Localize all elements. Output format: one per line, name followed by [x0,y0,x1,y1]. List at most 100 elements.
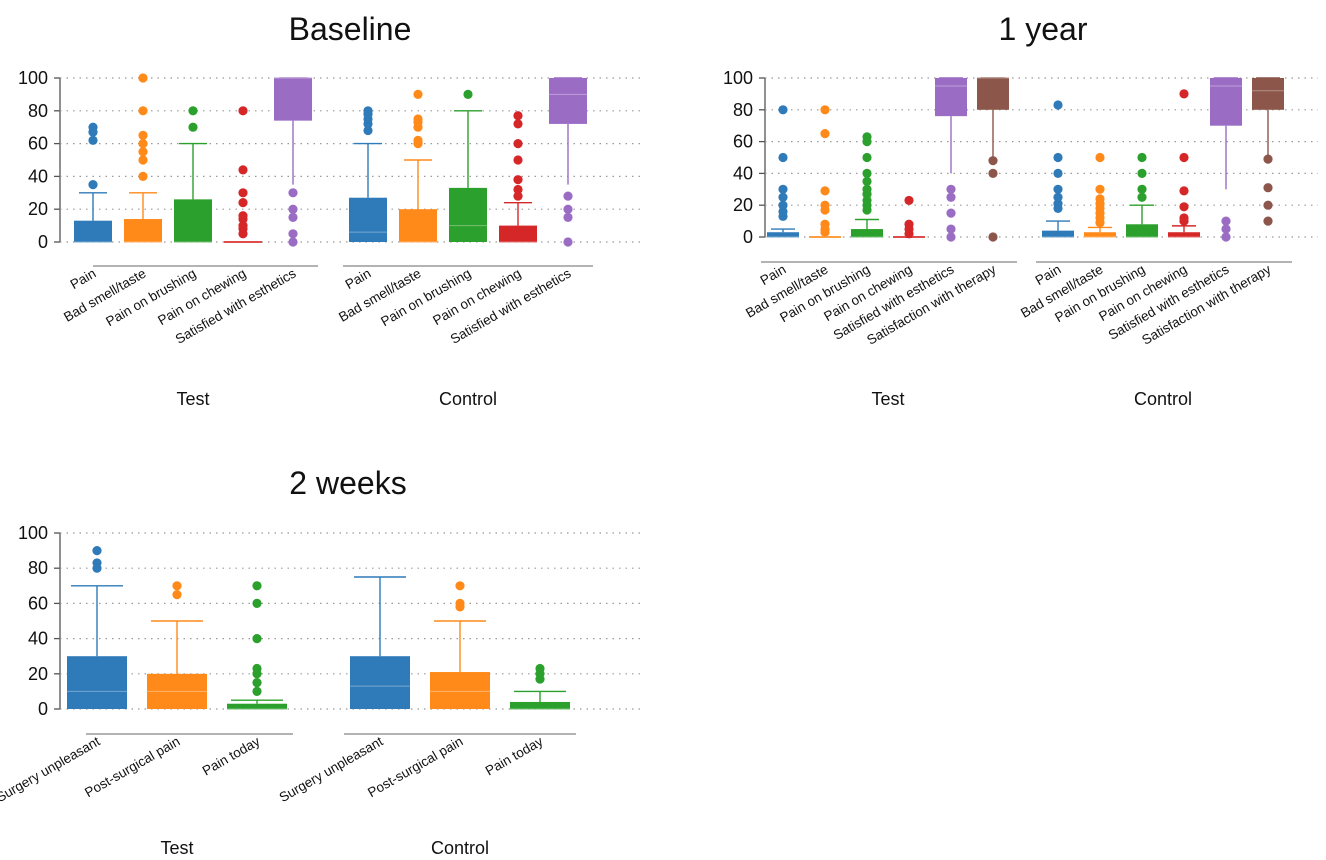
outlier-point [778,184,788,194]
outlier-point [820,105,830,115]
box [977,78,1009,110]
outlier-point [778,206,788,217]
y-tick-label: 0 [38,232,48,252]
outlier-point [1053,152,1063,163]
y-tick-label: 80 [28,101,48,121]
y-tick-label: 100 [18,523,48,543]
outlier-point [288,229,298,239]
outlier-point [778,192,788,202]
box [1126,224,1158,237]
outlier-point [946,208,956,218]
outlier-point [820,200,830,210]
outlier-point [455,598,465,609]
box [1168,232,1200,237]
outlier-point [513,155,523,165]
outlier-point [188,106,198,116]
y-tick-label: 100 [723,68,753,88]
outlier-point [172,581,182,591]
box [549,78,587,124]
outlier-point [535,663,545,674]
group-label: Test [871,389,904,409]
outlier-point [988,156,998,166]
outlier-point [288,204,298,214]
outlier-point [252,581,262,591]
outlier-point [363,125,373,136]
outlier-point [413,135,423,145]
outlier-point [88,135,98,145]
box [1042,230,1074,237]
outlier-point [1095,184,1105,194]
outlier-point [862,168,872,178]
outlier-point [238,221,248,231]
outlier-point [1179,152,1189,163]
outlier-point [1221,224,1231,234]
outlier-point [1137,168,1147,178]
outlier-point [363,106,373,116]
outlier-point [138,130,148,140]
outlier-point [172,590,182,600]
outlier-point [513,119,523,129]
group-label: Test [160,838,193,858]
outlier-point [413,114,423,124]
outlier-point [862,176,872,186]
outlier-point [238,211,248,221]
box [274,78,312,121]
outlier-point [138,171,148,181]
category-label: Pain today [200,733,263,778]
box [399,209,437,242]
outlier-point [1179,89,1189,99]
y-tick-label: 60 [28,134,48,154]
y-tick-label: 40 [733,163,753,183]
y-tick-label: 80 [28,558,48,578]
outlier-point [413,89,423,99]
group-label: Control [431,838,489,858]
outlier-point [88,122,98,132]
outlier-point [513,191,523,201]
box [1252,78,1284,110]
outlier-point [1053,199,1063,209]
category-label: Pain [343,266,374,293]
box [349,197,387,242]
outlier-point [862,132,872,142]
y-tick-label: 20 [28,199,48,219]
outlier-point [252,678,262,688]
outlier-point [563,191,573,201]
outlier-point [188,122,198,132]
box [174,199,212,242]
chart-title: Baseline [289,11,412,47]
outlier-point [288,188,298,198]
outlier-point [1179,186,1189,196]
outlier-point [862,184,872,194]
y-tick-label: 0 [743,227,753,247]
outlier-point [988,232,998,242]
group-label: Test [176,389,209,409]
outlier-point [1263,154,1273,164]
box [499,225,537,242]
outlier-point [1137,192,1147,202]
outlier-point [1053,100,1063,110]
outlier-point [563,212,573,222]
outlier-point [862,152,872,163]
outlier-point [946,192,956,202]
box [1084,232,1116,237]
outlier-point [238,188,248,198]
outlier-point [988,168,998,178]
box [510,701,570,709]
outlier-point [513,139,523,149]
outlier-point [288,237,298,247]
outlier-point [1221,216,1231,226]
y-tick-label: 80 [733,100,753,120]
box [449,187,487,242]
outlier-point [1137,184,1147,194]
chart-title: 2 weeks [289,465,406,501]
outlier-point [513,111,523,121]
outlier-point [563,204,573,214]
outlier-point [946,232,956,242]
category-label: Pain [68,266,99,293]
